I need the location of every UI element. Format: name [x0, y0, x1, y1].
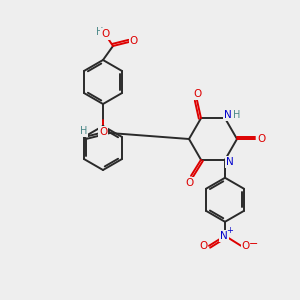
Text: O: O [193, 89, 201, 99]
Text: H: H [80, 126, 88, 136]
Text: O: O [199, 241, 207, 251]
Text: O: O [130, 36, 138, 46]
Text: H: H [233, 110, 241, 120]
Text: H: H [96, 27, 104, 37]
Text: N: N [224, 110, 232, 120]
Text: O: O [257, 134, 265, 144]
Text: O: O [101, 29, 109, 39]
Text: N: N [220, 231, 228, 241]
Text: O: O [186, 178, 194, 188]
Text: −: − [249, 239, 259, 249]
Text: +: + [226, 226, 233, 235]
Text: O: O [242, 241, 250, 251]
Text: N: N [226, 157, 234, 167]
Text: O: O [99, 127, 107, 137]
